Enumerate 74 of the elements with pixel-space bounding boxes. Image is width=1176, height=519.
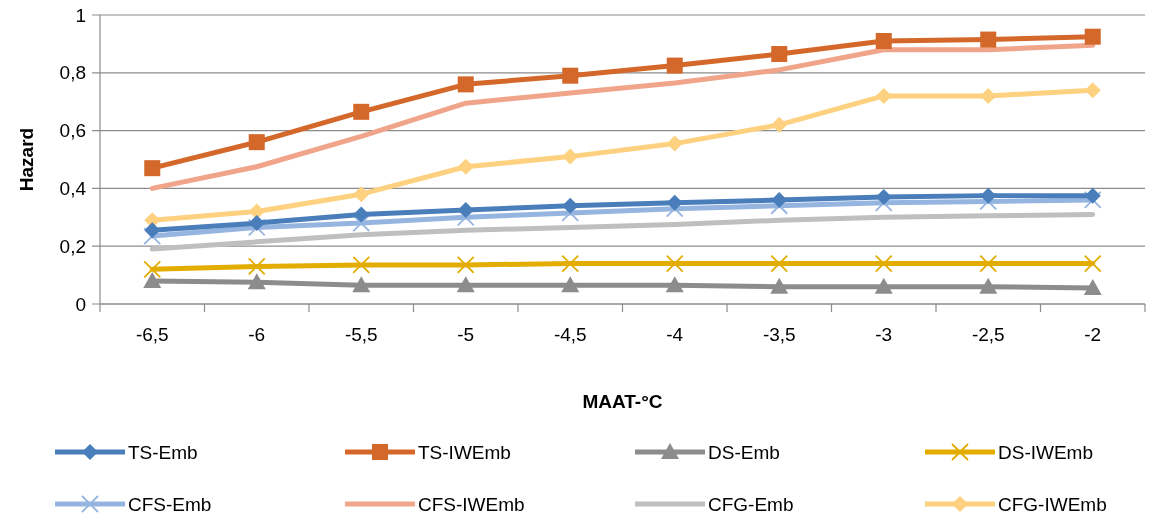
point: [562, 67, 579, 84]
point: [875, 87, 892, 104]
legend-label: CFG-Emb: [708, 493, 794, 515]
point: [456, 276, 475, 293]
point: [770, 254, 789, 273]
legend-label: CFS-Emb: [128, 493, 212, 515]
point: [1084, 28, 1101, 45]
point: [247, 218, 266, 237]
point: [666, 57, 683, 74]
point: [457, 76, 474, 93]
x-tick-label: -2,5: [971, 324, 1005, 345]
x-tick-label: -2: [1084, 324, 1102, 345]
y-tick-label: 0,4: [59, 178, 87, 200]
x-tick-label: -3,5: [762, 324, 796, 345]
legend-label: TS-Emb: [128, 441, 198, 463]
point: [352, 276, 371, 293]
point: [144, 222, 161, 239]
point: [248, 215, 265, 232]
point: [352, 214, 371, 232]
point: [979, 277, 998, 294]
point: [666, 135, 683, 152]
point: [561, 254, 580, 273]
x-tick-label: -6,5: [135, 324, 169, 345]
point: [980, 187, 997, 204]
y-tick-label: 0: [75, 293, 86, 315]
point: [665, 199, 684, 218]
point: [353, 186, 370, 203]
point: [1083, 279, 1102, 296]
point: [665, 254, 684, 273]
point: [874, 277, 893, 294]
point: [144, 160, 161, 177]
point: [247, 273, 266, 290]
point: [771, 116, 788, 133]
legend-label: CFS-IWEmb: [418, 493, 525, 515]
point: [770, 277, 789, 294]
legend-label: DS-Emb: [708, 441, 780, 463]
point: [874, 254, 893, 273]
y-tick-label: 0,8: [59, 62, 86, 84]
point: [143, 260, 162, 279]
point: [665, 276, 684, 293]
x-tick-label: -3: [875, 324, 893, 345]
point: [980, 31, 997, 48]
x-tick-label: -6: [248, 324, 266, 345]
point: [561, 276, 580, 293]
point: [979, 254, 998, 273]
point: [666, 194, 683, 211]
y-axis-title: Hazard: [16, 127, 37, 192]
y-tick-label: 0,2: [59, 235, 86, 257]
point: [1083, 191, 1102, 209]
point: [456, 256, 475, 274]
legend-label: CFG-IWEmb: [998, 493, 1107, 515]
point: [248, 134, 265, 151]
point: [1084, 82, 1101, 99]
point: [143, 271, 162, 288]
point: [770, 196, 789, 215]
x-tick-label: -5,5: [344, 324, 378, 345]
legend-label: TS-IWEmb: [418, 441, 511, 463]
point: [562, 148, 579, 165]
point: [771, 46, 788, 63]
y-tick-label: 1: [75, 4, 86, 26]
x-tick-label: -4: [666, 324, 684, 345]
point: [247, 257, 266, 276]
y-tick-label: 0,6: [59, 120, 86, 142]
point: [875, 33, 892, 50]
point: [1083, 254, 1102, 273]
legend-label: DS-IWEmb: [998, 441, 1093, 463]
point: [874, 193, 893, 212]
point: [352, 256, 371, 274]
point: [143, 227, 162, 245]
point: [457, 158, 474, 175]
x-axis-title: MAAT-°C: [582, 391, 663, 412]
x-tick-label: -5: [457, 324, 475, 345]
point: [353, 103, 370, 120]
x-tick-label: -4,5: [553, 324, 587, 345]
